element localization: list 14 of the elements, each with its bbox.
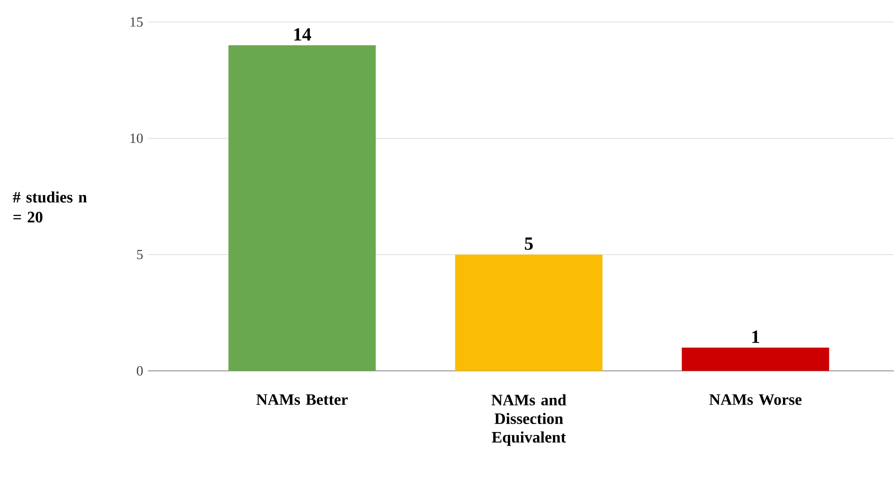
x-tick-label: NAMs Better [256,394,348,405]
y-tick-label: 0 [136,366,143,376]
x-tick-label: NAMs Worse [709,394,802,406]
y-tick-label: 5 [137,250,143,260]
data-label: 5 [524,238,533,250]
y-tick-label: 10 [130,134,143,144]
y-axis-title: # studies n = 20 [12,191,87,223]
x-tick-label: NAMs and Dissection Equivalent [491,394,566,446]
data-label: 14 [294,28,312,41]
y-tick-label: 15 [130,17,143,27]
bar [682,348,830,371]
bar [228,45,376,371]
bar [455,254,602,371]
data-label: 1 [752,330,760,344]
